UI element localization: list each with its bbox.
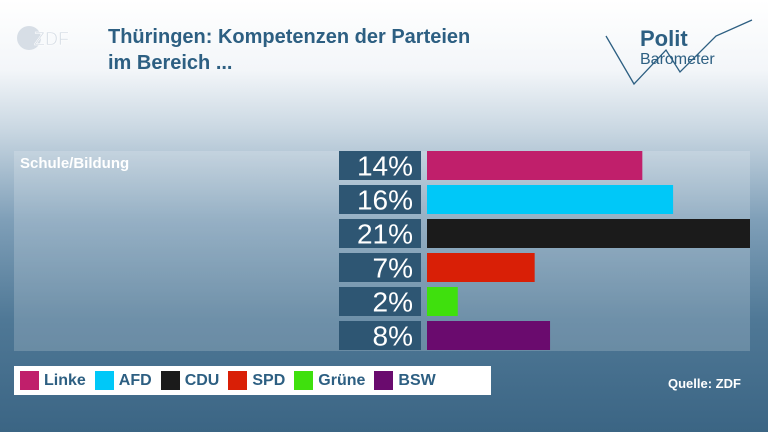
value-label-bsw: 8% (373, 321, 413, 352)
chart-title-line-2: im Bereich ... (108, 52, 233, 74)
value-label-box-linke (339, 151, 421, 180)
category-label: Schule/Bildung (20, 155, 130, 172)
legend-swatch-gr-ne (294, 371, 314, 390)
value-label-box-afd (339, 185, 421, 214)
legend-swatch-spd (228, 371, 248, 390)
legend-swatch-linke (20, 371, 39, 390)
bar-afd (427, 185, 674, 214)
legend-item-spd: SPD (228, 371, 285, 390)
legend-item-gr-ne: Grüne (294, 371, 365, 390)
legend-item-bsw: BSW (374, 371, 436, 390)
politbarometer-word-2: Barometer (640, 51, 715, 68)
value-label-box-bsw (339, 321, 421, 350)
bar-linke (427, 151, 643, 180)
value-label-box-cdu (339, 219, 421, 248)
legend-label-gr-ne: Grüne (318, 371, 366, 389)
legend-item-cdu: CDU (160, 371, 220, 390)
zdf-logo: ZDF (17, 26, 69, 50)
value-label-linke: 14% (357, 151, 413, 182)
value-label-gr-ne: 2% (373, 287, 413, 318)
value-label-box-spd (339, 253, 421, 282)
legend-label-cdu: CDU (184, 371, 220, 389)
bar-spd (427, 253, 535, 282)
legend-swatch-bsw (374, 371, 394, 390)
chart-title: Thüringen: Kompetenzen der Parteien im B… (108, 24, 470, 76)
source-note: Quelle: ZDF (668, 376, 741, 391)
legend-label-afd: AFD (118, 371, 152, 389)
legend-swatch-afd (94, 371, 114, 390)
bar-gr-ne (427, 287, 458, 316)
chart-title-line-1: Thüringen: Kompetenzen der Parteien (108, 26, 471, 48)
value-label-box-gr-ne (339, 287, 421, 316)
value-label-spd: 7% (373, 253, 413, 284)
legend-item-afd: AFD (94, 371, 152, 390)
zdf-logo-circle (17, 26, 41, 50)
legend: Linke AFD CDU SPD Grüne BSW (14, 366, 491, 395)
legend-item-linke: Linke (20, 371, 86, 390)
value-label-afd: 16% (357, 185, 413, 216)
politbarometer-word-1: Polit (640, 26, 688, 51)
value-label-cdu: 21% (357, 219, 413, 250)
bar-bsw (427, 321, 551, 350)
chart-panel (14, 151, 750, 351)
legend-label-spd: SPD (252, 371, 286, 389)
politbarometer-line (605, 19, 753, 86)
legend-label-bsw: BSW (398, 371, 436, 389)
legend-swatch-cdu (160, 371, 180, 390)
bar-cdu (427, 219, 750, 248)
legend-label-linke: Linke (44, 371, 86, 389)
zdf-logo-text: ZDF (34, 29, 69, 49)
politbarometer-logo: Polit Barometer (605, 19, 753, 86)
